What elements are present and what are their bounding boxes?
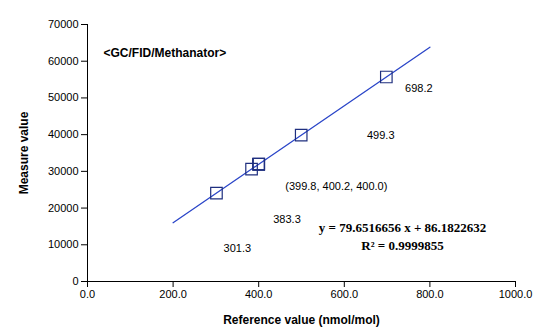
svg-text:800.0: 800.0	[416, 288, 444, 300]
svg-text:499.3: 499.3	[367, 129, 395, 141]
svg-text:383.3: 383.3	[273, 213, 301, 225]
svg-text:70000: 70000	[48, 18, 79, 30]
svg-text:400.0: 400.0	[245, 288, 273, 300]
svg-text:1000.0: 1000.0	[499, 288, 533, 300]
svg-text:60000: 60000	[48, 55, 79, 67]
svg-text:y = 79.6516656 x + 86.1822632R: y = 79.6516656 x + 86.1822632R² = 0.9999…	[319, 220, 487, 253]
svg-text:600.0: 600.0	[331, 288, 359, 300]
svg-text:40000: 40000	[48, 128, 79, 140]
svg-text:<GC/FID/Methanator>: <GC/FID/Methanator>	[104, 46, 227, 60]
svg-text:Measure value: Measure value	[17, 111, 31, 194]
svg-text:(399.8, 400.2, 400.0): (399.8, 400.2, 400.0)	[285, 180, 387, 192]
svg-text:20000: 20000	[48, 202, 79, 214]
svg-text:0: 0	[72, 275, 78, 287]
svg-text:30000: 30000	[48, 165, 79, 177]
svg-text:698.2: 698.2	[405, 82, 433, 94]
svg-text:200.0: 200.0	[159, 288, 187, 300]
svg-text:301.3: 301.3	[224, 242, 252, 254]
svg-text:0.0: 0.0	[80, 288, 95, 300]
svg-text:Reference value (nmol/mol): Reference value (nmol/mol)	[223, 313, 380, 327]
svg-text:50000: 50000	[48, 91, 79, 103]
svg-text:10000: 10000	[48, 238, 79, 250]
